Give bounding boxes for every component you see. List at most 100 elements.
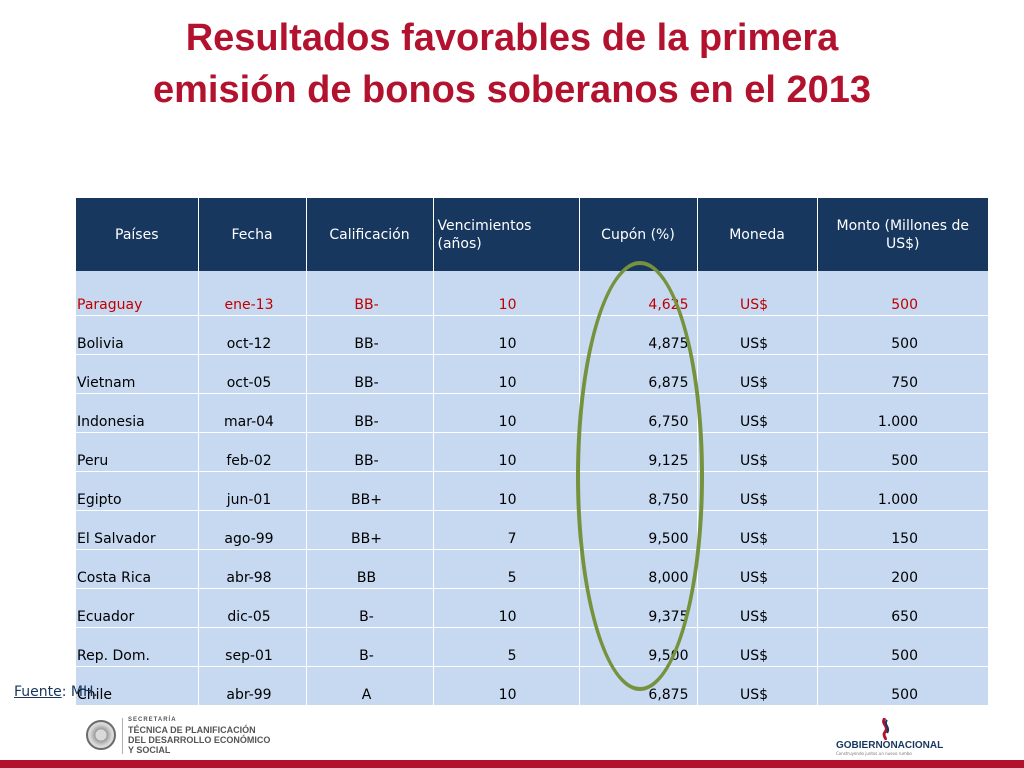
cell-vencimientos: 10 bbox=[433, 393, 580, 433]
cell-calificacion: BB- bbox=[306, 432, 434, 472]
cell-fecha: abr-98 bbox=[198, 549, 307, 589]
cell-monto: 150 bbox=[817, 510, 988, 550]
cell-fecha: oct-05 bbox=[198, 354, 307, 394]
cell-calificacion: B- bbox=[306, 627, 434, 667]
cell-calificacion: A bbox=[306, 666, 434, 706]
cell-moneda: US$ bbox=[697, 588, 818, 628]
title-line-2: emisión de bonos soberanos en el 2013 bbox=[152, 69, 871, 111]
cell-monto: 500 bbox=[817, 432, 988, 472]
cell-pais: Ecuador bbox=[76, 588, 199, 628]
cell-monto: 500 bbox=[817, 627, 988, 667]
cell-monto: 200 bbox=[817, 549, 988, 589]
gov-tagline: Construyendo juntos un nuevo rumbo bbox=[836, 751, 912, 756]
table-row: Bolivia oct-12 BB- 10 4,875 US$ 500 bbox=[76, 315, 988, 355]
cell-fecha: ene-13 bbox=[198, 271, 307, 316]
header-fecha: Fecha bbox=[198, 198, 307, 271]
cell-pais: Paraguay bbox=[76, 271, 199, 316]
cell-fecha: dic-05 bbox=[198, 588, 307, 628]
cell-monto: 500 bbox=[817, 666, 988, 706]
cell-pais: Chile bbox=[76, 666, 199, 706]
header-vencimientos: Vencimientos (años) bbox=[433, 198, 580, 271]
cell-calificacion: BB+ bbox=[306, 471, 434, 511]
footer-divider bbox=[122, 718, 123, 754]
cell-pais: Indonesia bbox=[76, 393, 199, 433]
cell-cupon: 4,875 bbox=[579, 315, 698, 355]
cell-pais: Rep. Dom. bbox=[76, 627, 199, 667]
cell-moneda: US$ bbox=[697, 271, 818, 316]
title-line-1: Resultados favorables de la primera bbox=[185, 17, 839, 59]
gobierno-nacional-logo: GOBIERNONACIONAL Construyendo juntos un … bbox=[836, 718, 946, 756]
cell-cupon: 9,500 bbox=[579, 627, 698, 667]
cell-moneda: US$ bbox=[697, 393, 818, 433]
org-line-3: Y SOCIAL bbox=[128, 745, 171, 755]
org-line-2: DEL DESARROLLO ECONÓMICO bbox=[128, 735, 271, 745]
cell-vencimientos: 10 bbox=[433, 666, 580, 706]
table-row: El Salvador ago-99 BB+ 7 9,500 US$ 150 bbox=[76, 510, 988, 550]
cell-calificacion: BB- bbox=[306, 393, 434, 433]
cell-fecha: oct-12 bbox=[198, 315, 307, 355]
cell-vencimientos: 10 bbox=[433, 271, 580, 316]
cell-moneda: US$ bbox=[697, 354, 818, 394]
table-row: Paraguay ene-13 BB- 10 4,625 US$ 500 bbox=[76, 271, 988, 316]
cell-calificacion: BB+ bbox=[306, 510, 434, 550]
cell-pais: Egipto bbox=[76, 471, 199, 511]
cell-cupon: 6,875 bbox=[579, 666, 698, 706]
cell-fecha: ago-99 bbox=[198, 510, 307, 550]
cell-vencimientos: 10 bbox=[433, 432, 580, 472]
cell-calificacion: BB- bbox=[306, 271, 434, 316]
cell-vencimientos: 7 bbox=[433, 510, 580, 550]
cell-moneda: US$ bbox=[697, 627, 818, 667]
cell-cupon: 8,000 bbox=[579, 549, 698, 589]
cell-monto: 650 bbox=[817, 588, 988, 628]
cell-vencimientos: 10 bbox=[433, 588, 580, 628]
cell-pais: Vietnam bbox=[76, 354, 199, 394]
gov-name: GOBIERNONACIONAL bbox=[836, 740, 943, 751]
table-row: Costa Rica abr-98 BB 5 8,000 US$ 200 bbox=[76, 549, 988, 589]
header-paises: Países bbox=[76, 198, 199, 271]
cell-fecha: sep-01 bbox=[198, 627, 307, 667]
national-seal-icon bbox=[86, 720, 116, 750]
footer-red-band bbox=[0, 760, 1024, 768]
cell-pais: Peru bbox=[76, 432, 199, 472]
header-moneda: Moneda bbox=[697, 198, 818, 271]
cell-moneda: US$ bbox=[697, 549, 818, 589]
table-row: Vietnam oct-05 BB- 10 6,875 US$ 750 bbox=[76, 354, 988, 394]
cell-calificacion: BB- bbox=[306, 354, 434, 394]
org-line-1: TÉCNICA DE PLANIFICACIÓN bbox=[128, 725, 256, 735]
cell-moneda: US$ bbox=[697, 471, 818, 511]
table-header-row: Países Fecha Calificación Vencimientos (… bbox=[76, 198, 988, 271]
cell-monto: 1.000 bbox=[817, 471, 988, 511]
cell-calificacion: BB bbox=[306, 549, 434, 589]
header-calificacion: Calificación bbox=[306, 198, 434, 271]
cell-moneda: US$ bbox=[697, 315, 818, 355]
cell-monto: 1.000 bbox=[817, 393, 988, 433]
header-monto: Monto (Millones de US$) bbox=[817, 198, 988, 271]
cell-fecha: jun-01 bbox=[198, 471, 307, 511]
table-row: Ecuador dic-05 B- 10 9,375 US$ 650 bbox=[76, 588, 988, 628]
page-title: Resultados favorables de la primera emis… bbox=[0, 12, 1024, 116]
table-row: Peru feb-02 BB- 10 9,125 US$ 500 bbox=[76, 432, 988, 472]
cell-cupon: 9,500 bbox=[579, 510, 698, 550]
cell-cupon: 6,750 bbox=[579, 393, 698, 433]
gov-name-1: GOBIERNO bbox=[836, 740, 891, 751]
stp-logo: SECRETARÍA TÉCNICA DE PLANIFICACIÓN DEL … bbox=[128, 716, 270, 755]
cell-fecha: feb-02 bbox=[198, 432, 307, 472]
header-cupon: Cupón (%) bbox=[579, 198, 698, 271]
cell-vencimientos: 5 bbox=[433, 549, 580, 589]
bonds-table: Países Fecha Calificación Vencimientos (… bbox=[76, 198, 988, 706]
table-row: Rep. Dom. sep-01 B- 5 9,500 US$ 500 bbox=[76, 627, 988, 667]
cell-cupon: 9,125 bbox=[579, 432, 698, 472]
cell-pais: El Salvador bbox=[76, 510, 199, 550]
org-small: SECRETARÍA bbox=[128, 717, 177, 723]
cell-pais: Bolivia bbox=[76, 315, 199, 355]
cell-vencimientos: 10 bbox=[433, 315, 580, 355]
cell-calificacion: B- bbox=[306, 588, 434, 628]
cell-moneda: US$ bbox=[697, 666, 818, 706]
cell-monto: 500 bbox=[817, 315, 988, 355]
cell-monto: 500 bbox=[817, 271, 988, 316]
cell-vencimientos: 10 bbox=[433, 471, 580, 511]
cell-cupon: 9,375 bbox=[579, 588, 698, 628]
footer-bar: SECRETARÍA TÉCNICA DE PLANIFICACIÓN DEL … bbox=[0, 712, 1024, 768]
cell-moneda: US$ bbox=[697, 510, 818, 550]
cell-moneda: US$ bbox=[697, 432, 818, 472]
